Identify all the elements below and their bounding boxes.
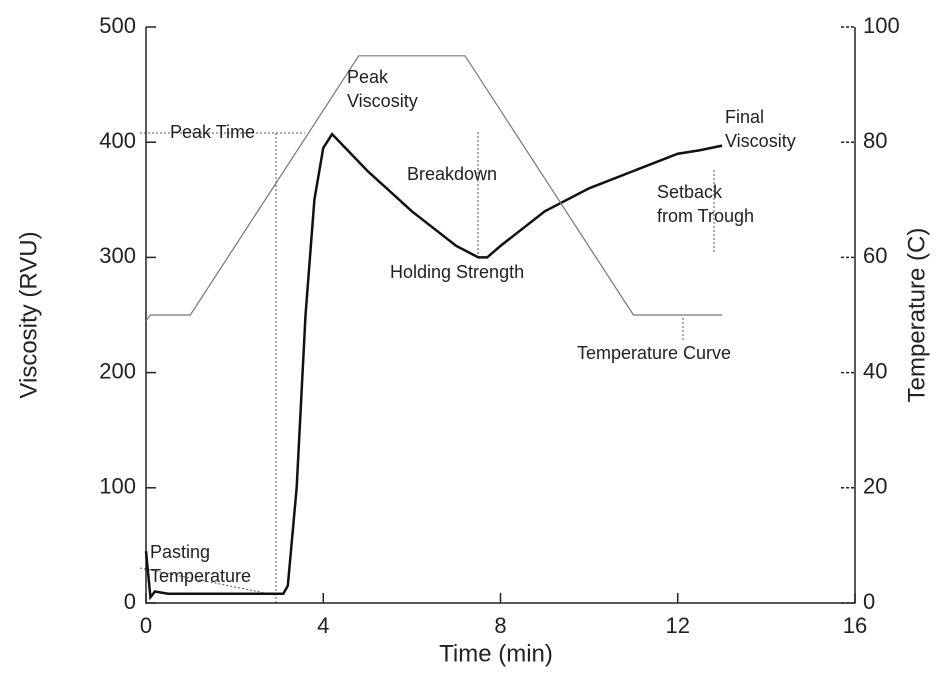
annotation: Final: [725, 107, 764, 127]
y2-tick-label: 20: [863, 474, 887, 499]
x-tick-label: 8: [494, 613, 506, 638]
annotation: Viscosity: [347, 91, 418, 111]
annotation: Pasting: [150, 542, 210, 562]
annotation: Viscosity: [725, 131, 796, 151]
y-tick-label: 500: [99, 13, 136, 38]
annotation: Temperature Curve: [577, 343, 731, 363]
series-line: [144, 132, 723, 601]
x-tick-label: 12: [666, 613, 690, 638]
annotation: Setback: [657, 182, 723, 202]
annotation: Temperature: [150, 566, 251, 586]
annotation: Holding Strength: [390, 262, 524, 282]
annotation: Breakdown: [407, 164, 497, 184]
series-line: [145, 55, 723, 322]
y2-tick-label: 100: [863, 13, 900, 38]
y-tick-label: 300: [99, 243, 136, 268]
y2-tick-label: 60: [863, 243, 887, 268]
y2-tick-label: 0: [863, 589, 875, 614]
x-tick-label: 0: [140, 613, 152, 638]
y-tick-label: 200: [99, 358, 136, 383]
y2-tick-label: 40: [863, 358, 887, 383]
y-tick-label: 400: [99, 128, 136, 153]
annotation: from Trough: [657, 206, 754, 226]
annotation: Peak: [347, 67, 389, 87]
y2-tick-label: 80: [863, 128, 887, 153]
x-tick-label: 4: [317, 613, 329, 638]
guide-lines: [139, 132, 715, 603]
y-tick-label: 0: [124, 589, 136, 614]
y2-axis-label: Temperature (C): [903, 228, 930, 403]
x-tick-label: 16: [843, 613, 867, 638]
annotation: Peak Time: [170, 122, 255, 142]
x-axis-label: Time (min): [439, 640, 553, 667]
y-axis-label: Viscosity (RVU): [15, 231, 42, 398]
y-tick-label: 100: [99, 474, 136, 499]
